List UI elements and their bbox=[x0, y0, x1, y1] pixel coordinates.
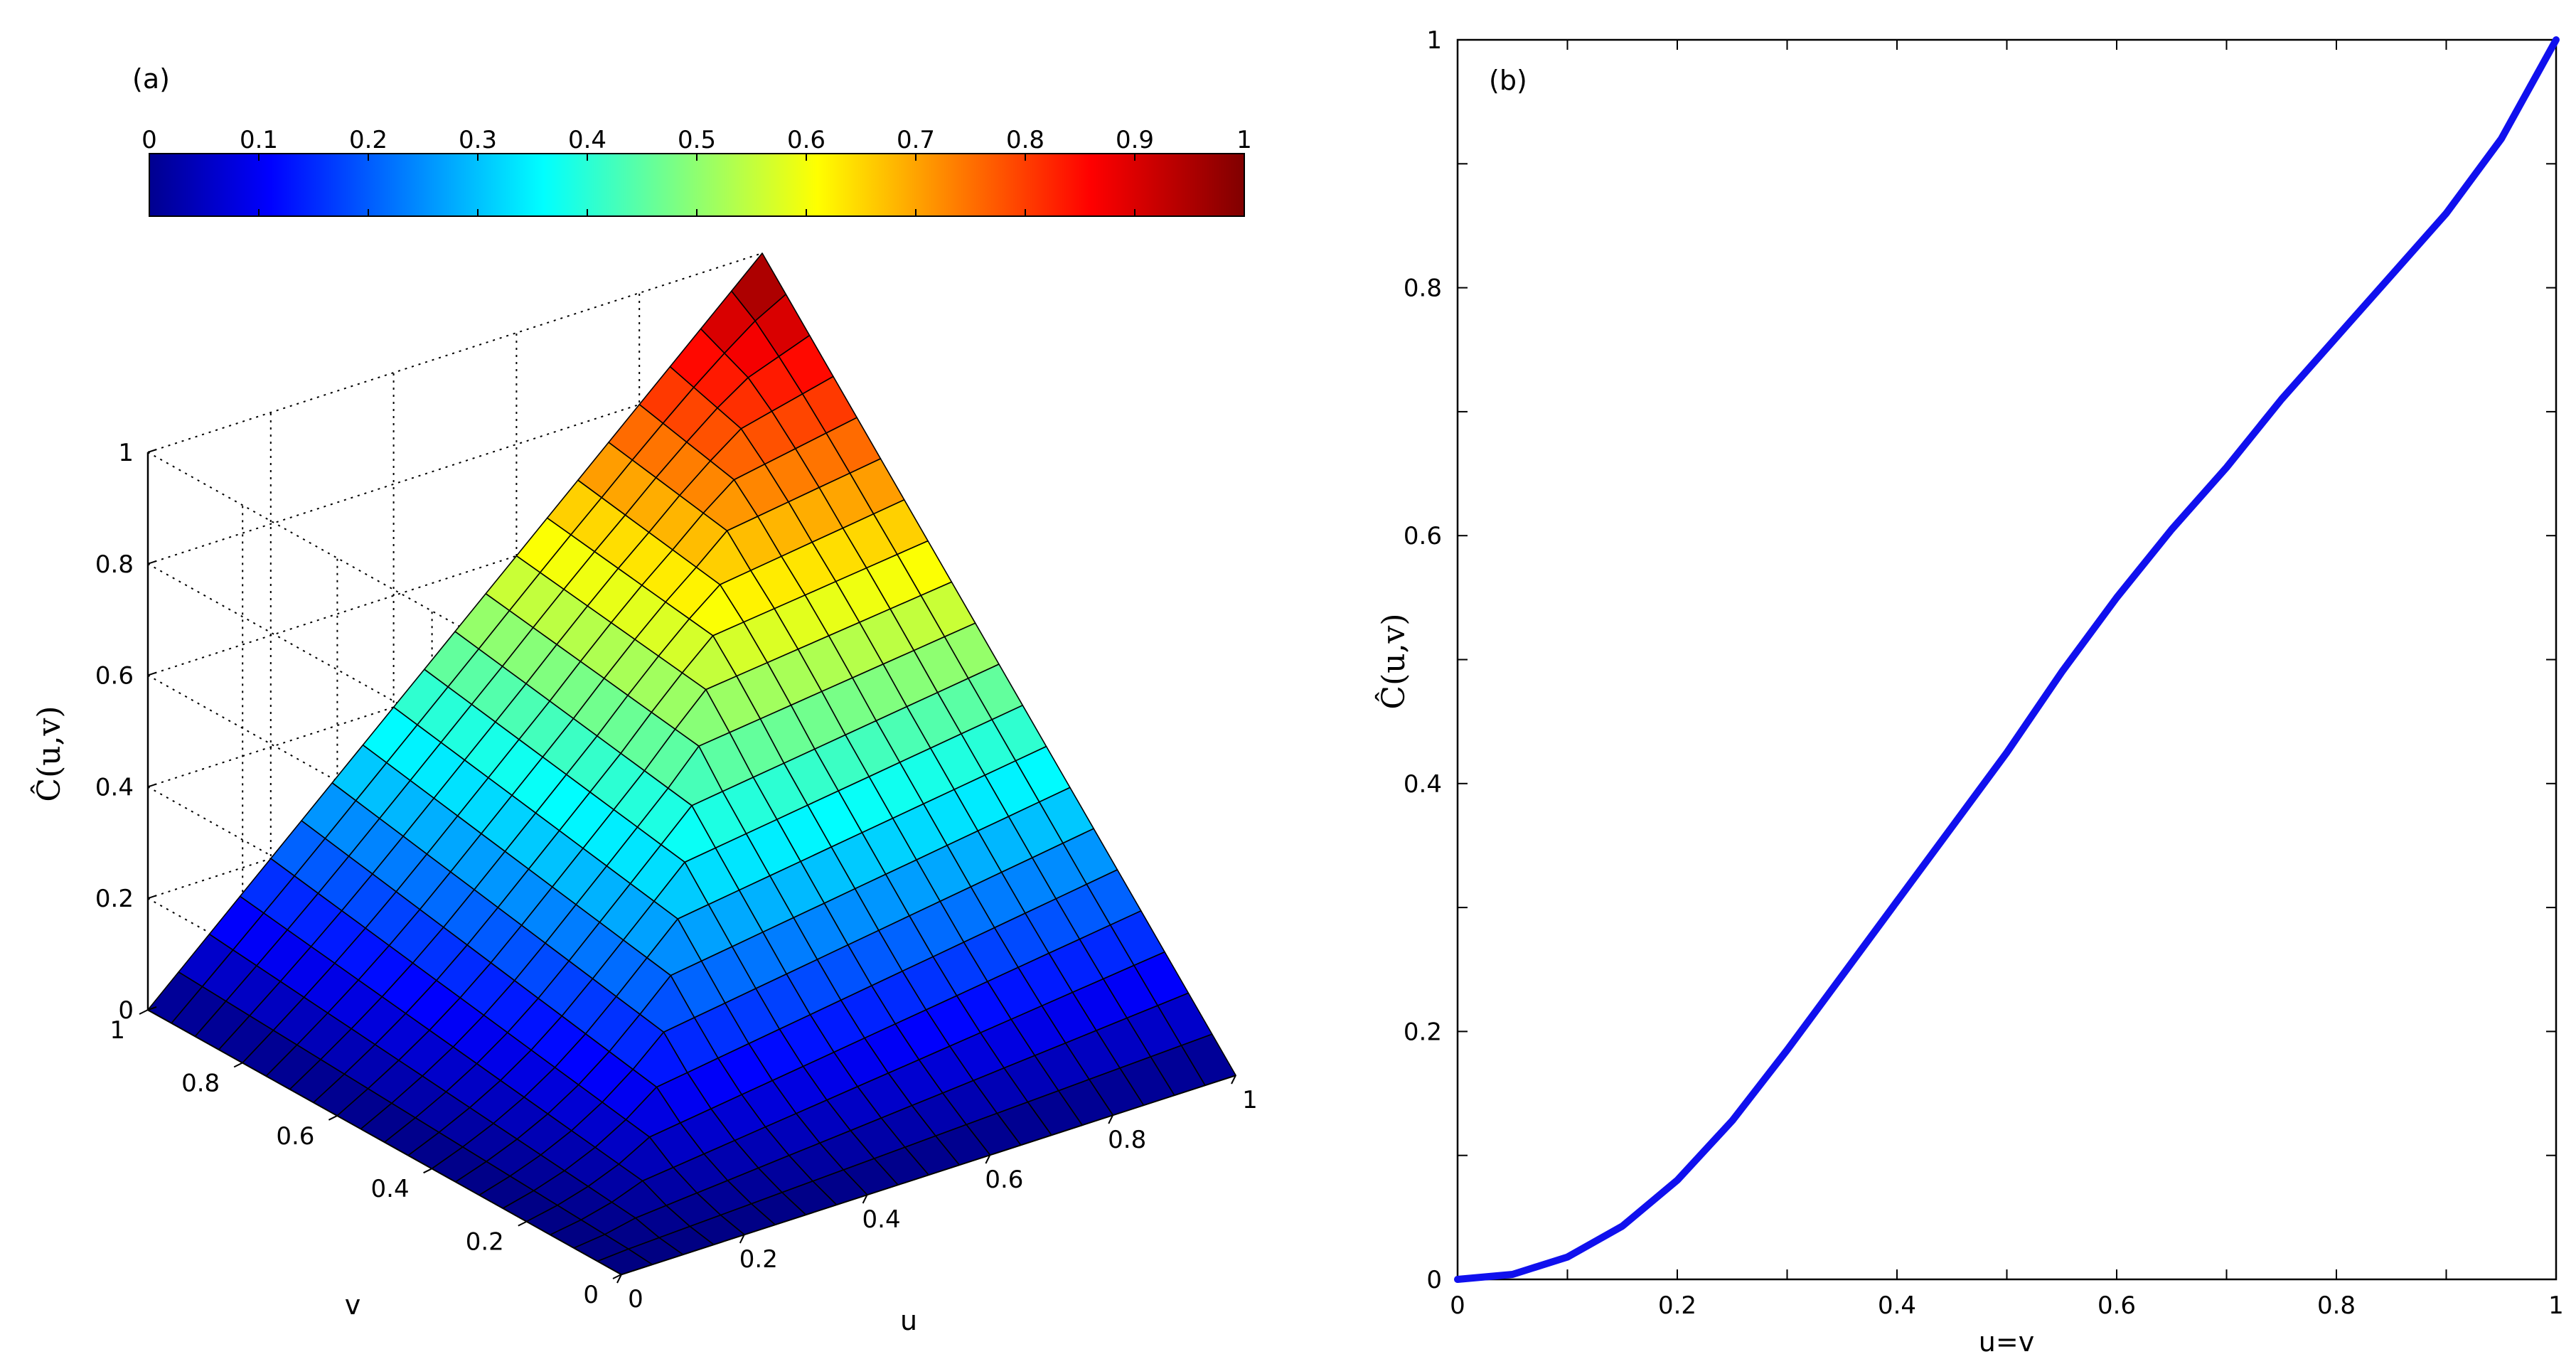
colorbar-tick-label: 0.3 bbox=[459, 126, 497, 154]
line-x-tick-label: 0.8 bbox=[2317, 1291, 2356, 1320]
y-tick bbox=[328, 1114, 338, 1121]
x-tick-label: 1 bbox=[1242, 1086, 1258, 1114]
line-y-tick-label: 0.2 bbox=[1404, 1018, 1442, 1046]
surface-y-axis-label: v bbox=[345, 1289, 361, 1321]
line-y-tick-label: 0.6 bbox=[1404, 522, 1442, 550]
z-tick bbox=[147, 895, 157, 900]
x-tick bbox=[616, 1274, 622, 1284]
y-tick-label: 1 bbox=[109, 1016, 125, 1045]
colorbar-tick-label: 1 bbox=[1236, 126, 1252, 154]
y-tick-label: 0.6 bbox=[276, 1122, 314, 1151]
panel-b: (b) 0 0.2 0.4 0.6 0.8 1 0 0.2 0.4 0.6 0.8 1 u=v Ĉ(u… bbox=[1374, 26, 2564, 1358]
grid-line bbox=[147, 587, 763, 788]
x-tick bbox=[985, 1154, 991, 1164]
x-tick bbox=[739, 1234, 745, 1244]
y-tick bbox=[518, 1220, 528, 1227]
colorbar-tick-label: 0.2 bbox=[349, 126, 388, 154]
grid-line bbox=[147, 475, 763, 676]
z-tick bbox=[147, 449, 157, 453]
surface-x-axis-label: u bbox=[900, 1305, 917, 1336]
grid-line bbox=[147, 252, 763, 453]
panel-a: (a) 0 0.1 0.2 0.3 0.4 0.5 0.6 0.7 0.8 0.9 1 0 0.2 0.… bbox=[30, 63, 1258, 1336]
z-tick bbox=[147, 560, 157, 565]
z-tick-label: 0.8 bbox=[95, 550, 134, 579]
grid-line bbox=[147, 452, 622, 718]
y-tick bbox=[423, 1168, 433, 1174]
surface-tick-labels: 00.20.40.60.8100.20.40.60.8100.20.40.60.… bbox=[95, 439, 1258, 1314]
x-tick-label: 0.4 bbox=[862, 1205, 901, 1234]
colorbar: 0 0.1 0.2 0.3 0.4 0.5 0.6 0.7 0.8 0.9 1 bbox=[141, 126, 1252, 217]
line-x-tick-label: 0.4 bbox=[1878, 1291, 1916, 1320]
x-tick-label: 0.2 bbox=[739, 1245, 778, 1274]
z-tick bbox=[147, 1006, 157, 1011]
line-x-tick-label: 0.6 bbox=[2097, 1291, 2136, 1320]
line-y-tick-label: 0.8 bbox=[1404, 275, 1442, 303]
surface-mesh bbox=[147, 252, 1236, 1275]
line-plot-frame bbox=[1456, 38, 2558, 1281]
y-tick bbox=[139, 1009, 149, 1015]
x-tick bbox=[1231, 1075, 1236, 1085]
colorbar-tick-label: 0.7 bbox=[897, 126, 935, 154]
surface-z-axis-label: Ĉ(u,v) bbox=[30, 705, 68, 801]
colorbar-gradient bbox=[149, 153, 1245, 217]
y-tick-label: 0.4 bbox=[371, 1175, 410, 1203]
surface-cell bbox=[597, 1248, 653, 1275]
y-tick-label: 0.8 bbox=[181, 1069, 220, 1097]
x-tick-label: 0 bbox=[628, 1285, 643, 1314]
panel-b-label: (b) bbox=[1489, 65, 1527, 96]
line-y-axis-label: Ĉ(u,v) bbox=[1374, 613, 1412, 709]
line-y-tick-label: 0.4 bbox=[1404, 770, 1442, 799]
x-tick bbox=[1108, 1114, 1114, 1124]
z-tick-label: 0.6 bbox=[95, 662, 134, 691]
line-x-axis-label: u=v bbox=[1979, 1326, 2034, 1358]
grid-line bbox=[147, 563, 622, 829]
panel-a-label: (a) bbox=[132, 63, 170, 95]
colorbar-tick-label: 0 bbox=[141, 126, 157, 154]
line-x-tick-label: 1 bbox=[2548, 1291, 2564, 1320]
y-tick-label: 0.2 bbox=[466, 1228, 504, 1257]
colorbar-tick-label: 0.6 bbox=[787, 126, 825, 154]
z-tick-label: 0 bbox=[118, 996, 134, 1025]
y-tick-label: 0 bbox=[583, 1281, 599, 1309]
colorbar-tick-label: 0.9 bbox=[1116, 126, 1154, 154]
line-y-tick-label: 0 bbox=[1426, 1266, 1442, 1294]
x-tick bbox=[862, 1194, 868, 1204]
colorbar-ticks: 0 0.1 0.2 0.3 0.4 0.5 0.6 0.7 0.8 0.9 1 bbox=[141, 126, 1252, 216]
y-tick bbox=[233, 1062, 243, 1068]
z-tick bbox=[147, 671, 157, 676]
y-tick bbox=[612, 1274, 622, 1279]
line-x-tick-label: 0 bbox=[1450, 1291, 1465, 1320]
colorbar-tick-label: 0.1 bbox=[240, 126, 278, 154]
line-y-tick-label: 1 bbox=[1426, 26, 1442, 55]
line-plot-ticks: 0 0.2 0.4 0.6 0.8 1 0 0.2 0.4 0.6 0.8 1 bbox=[1404, 26, 2564, 1320]
grid-line bbox=[147, 698, 763, 900]
colorbar-tick-label: 0.8 bbox=[1006, 126, 1044, 154]
grid-line bbox=[147, 363, 763, 565]
colorbar-tick-label: 0.5 bbox=[678, 126, 716, 154]
z-tick-label: 1 bbox=[118, 439, 134, 467]
colorbar-tick-label: 0.4 bbox=[568, 126, 606, 154]
x-tick-label: 0.8 bbox=[1108, 1126, 1146, 1154]
line-x-tick-label: 0.2 bbox=[1658, 1291, 1696, 1320]
line-series-0 bbox=[1454, 36, 2560, 1283]
z-tick-label: 0.4 bbox=[95, 773, 134, 801]
x-tick-label: 0.6 bbox=[985, 1166, 1023, 1194]
z-tick-label: 0.2 bbox=[95, 885, 134, 913]
z-tick bbox=[147, 783, 157, 788]
